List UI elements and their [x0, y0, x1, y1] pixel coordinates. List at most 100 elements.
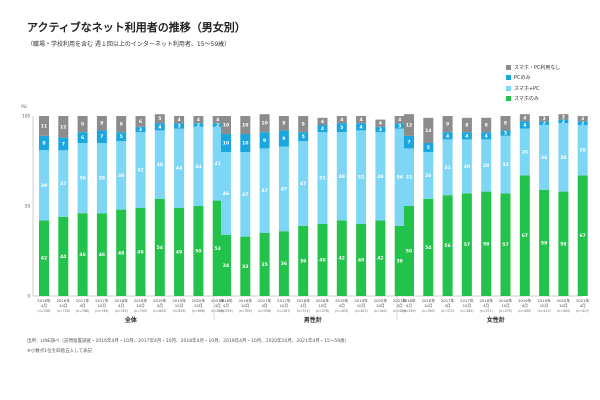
- x-tick-year: 2020年: [557, 298, 571, 303]
- x-tick-year: 2016年: [239, 298, 253, 303]
- x-tick-year: 2021年: [393, 298, 407, 303]
- x-tick-year: 2020年: [374, 298, 388, 303]
- x-tick-month: 10月: [357, 303, 366, 308]
- x-tick-n: (n=409): [393, 309, 406, 313]
- bar-segment-pc: [442, 132, 453, 140]
- x-tick-month: 4月: [300, 303, 306, 308]
- data-label-sp: 50: [195, 249, 201, 255]
- legend-label: PCのみ: [514, 75, 531, 82]
- x-tick-year: 2017年: [76, 298, 90, 303]
- bar-segment-sp: [39, 220, 49, 296]
- data-label-sp: 56: [444, 243, 450, 249]
- x-tick-year: 2019年: [537, 298, 551, 303]
- data-label-sp: 39: [396, 258, 402, 264]
- bar-segment-both: [259, 148, 270, 233]
- bar-segment-none: [317, 117, 328, 125]
- x-tick-year: 2016年: [422, 298, 436, 303]
- data-label-sp: 58: [483, 241, 489, 247]
- data-label-sp: 48: [118, 250, 124, 256]
- bar-segment-sp: [77, 213, 88, 296]
- data-label-pc: 3: [139, 127, 142, 133]
- data-label-pc: 8: [42, 141, 45, 147]
- bar-segment-pc: [375, 126, 386, 133]
- data-label-sp: 40: [319, 258, 325, 264]
- bar-segment-both: [135, 132, 146, 208]
- data-label-pc: 9: [282, 136, 285, 142]
- x-tick-month: 4月: [215, 303, 221, 308]
- legend: スマホ・PC利用なし PCのみスマホ+PC スマホのみ: [506, 62, 560, 104]
- x-tick-month: 4月: [223, 303, 229, 308]
- x-tick-n: (n=816): [172, 309, 185, 313]
- bar-segment-none: [404, 114, 414, 136]
- data-label-none: 9: [120, 122, 123, 128]
- x-tick-n: (n=413): [537, 309, 550, 313]
- bar-segment-none: [240, 116, 251, 134]
- x-tick-month: 4月: [444, 303, 450, 308]
- data-label-both: 32: [406, 175, 412, 181]
- data-label-pc: 4: [523, 123, 526, 129]
- data-label-both: 41: [214, 161, 220, 167]
- x-tick-n: (n=718): [57, 309, 70, 313]
- data-label-none: 3: [542, 116, 545, 122]
- data-label-both: 39: [41, 183, 47, 189]
- bar-segment-both: [58, 150, 69, 217]
- data-label-sp: 42: [41, 256, 47, 262]
- data-label-none: 12: [406, 123, 412, 129]
- bar-segment-pc: [577, 121, 588, 125]
- bar-segment-sp: [336, 220, 347, 296]
- x-tick-month: 10月: [194, 303, 203, 308]
- legend-label: スマホ+PC: [514, 85, 540, 92]
- bar-segment-pc: [96, 130, 107, 143]
- bar-segment-both: [154, 130, 165, 199]
- x-tick-month: 4月: [580, 303, 586, 308]
- bar-segment-both: [317, 132, 328, 224]
- bar-segment-none: [298, 116, 309, 133]
- data-label-none: 8: [282, 121, 285, 127]
- data-label-both: 44: [195, 164, 201, 170]
- bar-segment-both: [298, 141, 309, 226]
- bar-segment-sp: [193, 206, 204, 296]
- bar-segment-sp: [394, 225, 405, 296]
- bar-segment-pc: [336, 123, 347, 133]
- group-label: 男性計: [304, 316, 322, 324]
- data-label-none: 10: [242, 123, 248, 129]
- bar-segment-none: [394, 116, 405, 124]
- data-label-pc: 9: [263, 138, 266, 144]
- x-tick-month: 4月: [118, 303, 124, 308]
- x-tick-year: 2017年: [460, 298, 474, 303]
- data-label-none: 9: [302, 122, 305, 128]
- data-label-both: 54: [396, 175, 402, 181]
- data-label-sp: 54: [425, 245, 431, 251]
- bar-segment-sp: [423, 198, 434, 296]
- data-label-none: 8: [465, 123, 468, 129]
- bar-segment-sp: [500, 193, 511, 296]
- x-tick-year: 2019年: [354, 298, 368, 303]
- data-label-none: 10: [223, 123, 229, 129]
- data-label-pc: 7: [62, 141, 65, 147]
- data-label-none: 8: [485, 123, 488, 129]
- bar-segment-none: [77, 116, 88, 133]
- bar-segment-sp: [404, 206, 414, 296]
- legend-swatch: [506, 64, 511, 70]
- bar-segment-sp: [442, 195, 453, 296]
- bar-segment-sp: [375, 220, 386, 296]
- x-tick-n: (n=349): [402, 309, 415, 313]
- data-label-none: 10: [261, 121, 267, 127]
- x-tick-n: (n=403): [354, 309, 367, 313]
- x-tick-n: (n=378): [316, 309, 329, 313]
- x-tick-month: 10月: [501, 303, 510, 308]
- bar-segment-both: [539, 125, 550, 190]
- data-label-both: 29: [483, 163, 489, 169]
- legend-item-sp: スマホのみ: [506, 94, 560, 105]
- x-tick-n: (n=374): [297, 309, 310, 313]
- bar-segment-sp: [135, 207, 146, 296]
- data-label-sp: 53: [214, 246, 220, 252]
- data-label-both: 42: [137, 168, 143, 174]
- legend-item-none: スマホ・PC利用なし: [506, 62, 560, 73]
- bar-segment-none: [278, 116, 289, 131]
- y-axis-label: （%）: [18, 104, 30, 109]
- legend-label: スマホのみ: [514, 96, 539, 103]
- x-tick-year: 2016年: [219, 298, 233, 303]
- bar-segment-both: [96, 143, 107, 214]
